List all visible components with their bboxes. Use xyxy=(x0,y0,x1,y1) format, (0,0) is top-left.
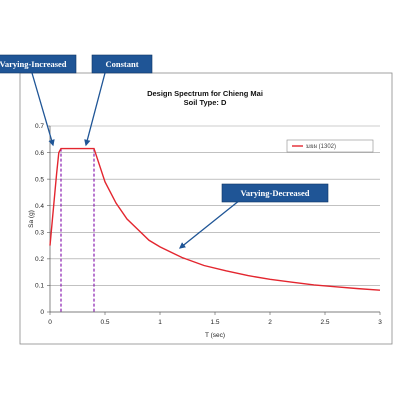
x-tick-label: 0 xyxy=(48,319,52,326)
x-tick-label: 0.5 xyxy=(100,319,109,326)
x-tick-labels: 0 0.5 1 1.5 2 2.5 3 xyxy=(48,312,382,326)
x-tick-label: 2.5 xyxy=(320,319,329,326)
y-tick-labels: 0 0.1 0.2 0.3 0.4 0.5 0.6 0.7 xyxy=(35,123,44,316)
y-tick-label: 0.6 xyxy=(35,150,44,157)
x-axis-label: T (sec) xyxy=(205,332,225,339)
legend-box xyxy=(286,139,374,153)
gridlines xyxy=(47,125,380,313)
callout-varying-decreased: Varying-Decreased xyxy=(221,183,329,203)
arrow-constant xyxy=(84,72,106,147)
y-axis-label: Sa (g) xyxy=(28,210,35,228)
series-line xyxy=(49,147,381,291)
x-tick-label: 2 xyxy=(268,319,272,326)
callout-constant-box xyxy=(91,54,153,74)
callout-arrows xyxy=(31,72,241,249)
chart-subtitle: Soil Type: D xyxy=(184,98,227,107)
y-tick-label: 0.1 xyxy=(35,283,44,290)
chart-title: Design Spectrum for Chieng Mai xyxy=(147,89,263,98)
y-tick-label: 0.5 xyxy=(35,176,44,183)
y-tick-label: 0.3 xyxy=(35,229,44,236)
y-tick-label: 0.4 xyxy=(35,203,44,210)
corner-period-lines xyxy=(60,148,95,312)
callout-varying-increased-label: Varying-Increased xyxy=(0,59,67,69)
chart-frame xyxy=(19,72,393,345)
arrow-varying-increased xyxy=(31,72,55,147)
callout-constant-label: Constant xyxy=(105,59,138,69)
legend-label: มยผ (1302) xyxy=(306,144,336,150)
y-tick-label: 0 xyxy=(40,309,44,316)
callout-varying-decreased-label: Varying-Decreased xyxy=(241,188,310,198)
y-tick-label: 0.2 xyxy=(35,256,44,263)
callout-varying-increased: Varying-Increased xyxy=(0,54,77,74)
callout-varying-decreased-box xyxy=(221,183,329,203)
arrow-varying-decreased xyxy=(178,199,241,249)
x-tick-label: 1 xyxy=(158,319,162,326)
y-tick-label: 0.7 xyxy=(35,123,44,130)
callout-constant: Constant xyxy=(91,54,153,74)
callout-varying-increased-box xyxy=(0,54,77,74)
x-tick-label: 1.5 xyxy=(210,319,219,326)
x-tick-label: 3 xyxy=(378,319,382,326)
series-layer xyxy=(49,147,381,291)
legend: มยผ (1302) xyxy=(286,139,374,153)
